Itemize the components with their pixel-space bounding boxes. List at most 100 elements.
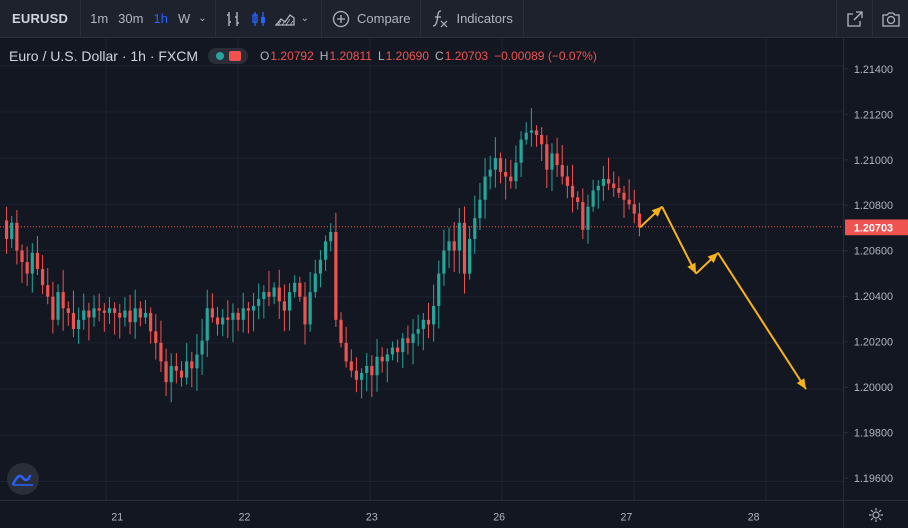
timeframe-w[interactable]: W <box>177 11 191 26</box>
candle <box>637 202 642 237</box>
candle <box>323 235 328 271</box>
candle <box>303 282 307 345</box>
candle-body <box>164 361 168 383</box>
projection-arrowhead <box>687 262 696 274</box>
candle <box>77 307 81 344</box>
candle <box>159 320 163 373</box>
tradingview-logo-icon <box>12 472 34 486</box>
candle-body <box>370 366 374 376</box>
candle <box>334 212 338 327</box>
y-tick-label: 1.21200 <box>854 109 893 121</box>
camera-icon[interactable] <box>872 0 908 38</box>
candle <box>617 176 621 198</box>
timeframe-30m[interactable]: 30m <box>118 11 144 26</box>
candle <box>504 158 508 200</box>
candle-body <box>313 273 317 293</box>
candle-body <box>293 282 297 293</box>
chevron-down-icon[interactable]: ⌄ <box>198 13 207 24</box>
price-axis[interactable]: 1.21400 1.21200 1.21000 1.20800 1.20600 1.204… <box>843 38 908 500</box>
candle <box>570 164 575 213</box>
candle-body <box>488 169 492 177</box>
candle-body <box>35 252 40 269</box>
projection-segment <box>661 206 697 275</box>
candle-body <box>71 312 76 330</box>
candle <box>87 302 91 341</box>
ohlc-open: O1.20792 <box>260 49 314 63</box>
candle <box>25 246 29 286</box>
candle-body <box>169 366 173 383</box>
area-chart-icon[interactable] <box>272 0 298 38</box>
candle <box>555 137 559 177</box>
bar-chart-icon[interactable] <box>220 0 246 38</box>
y-tick-label: 1.19800 <box>854 428 893 440</box>
candle <box>514 145 518 189</box>
candle-body <box>632 204 636 214</box>
candle-body <box>221 317 225 325</box>
candle-body <box>344 342 348 362</box>
candle <box>437 260 441 329</box>
candle <box>421 312 425 351</box>
candle-body <box>617 188 621 193</box>
candle <box>236 308 240 332</box>
snapshot-share-icon[interactable] <box>836 0 872 38</box>
time-axis[interactable]: 21 22 23 26 27 28 <box>0 500 843 528</box>
candle-body <box>596 185 600 191</box>
candle-body <box>390 347 395 355</box>
candle-body <box>92 308 96 318</box>
compare-button[interactable]: Compare <box>322 0 420 38</box>
candle-body <box>540 135 544 145</box>
candle-body <box>318 259 323 274</box>
candle <box>71 290 76 338</box>
candle-body <box>251 305 256 311</box>
toolbar-right-group <box>836 0 908 38</box>
candle-body <box>143 312 148 318</box>
candle <box>406 325 410 355</box>
candle-body <box>591 190 595 207</box>
candle <box>221 308 225 337</box>
candle <box>15 209 19 265</box>
candle-body <box>437 273 441 306</box>
candle-body <box>246 308 250 311</box>
compare-label: Compare <box>357 11 411 26</box>
candle-body <box>51 296 55 320</box>
timeframe-1m[interactable]: 1m <box>90 11 109 26</box>
candle <box>432 284 436 342</box>
candle-body <box>257 299 261 306</box>
candle-body <box>272 287 276 297</box>
candle <box>215 306 220 336</box>
candle <box>560 145 564 185</box>
legend-title: Euro / U.S. Dollar · 1h · FXCM <box>9 48 199 64</box>
y-tick-label: 1.20200 <box>854 337 893 349</box>
axis-settings-button[interactable] <box>843 500 908 528</box>
candle <box>128 294 132 335</box>
candle <box>468 226 472 280</box>
tradingview-logo[interactable] <box>7 463 39 495</box>
candle-body <box>401 338 405 353</box>
candle-body <box>231 312 235 320</box>
candle-body <box>478 199 482 219</box>
price-chart[interactable] <box>0 38 843 500</box>
candle-body <box>298 282 302 297</box>
x-tick-label: 27 <box>621 511 633 523</box>
candle-body <box>107 308 112 313</box>
indicators-fx-icon <box>431 9 449 29</box>
candle-body <box>349 361 353 371</box>
timeframe-1h[interactable]: 1h <box>153 11 168 26</box>
ohlc-low: L1.20690 <box>377 49 430 63</box>
candle-body <box>396 347 400 353</box>
candle <box>627 179 631 210</box>
indicators-button[interactable]: Indicators <box>421 0 522 38</box>
candle-body <box>612 183 616 189</box>
candle-chart-icon[interactable] <box>246 0 272 38</box>
candle-body <box>179 370 184 378</box>
ohlc-change: −0.00089 (−0.07%) <box>494 49 597 63</box>
chevron-down-icon[interactable]: ⌄ <box>300 13 309 24</box>
candle <box>185 343 189 385</box>
symbol-search[interactable]: EURUSD <box>12 11 69 26</box>
candle-body <box>457 222 461 251</box>
candle <box>452 222 456 273</box>
visibility-toggle[interactable] <box>208 48 249 64</box>
y-tick-label: 1.20800 <box>854 200 893 212</box>
candle-body <box>20 250 24 263</box>
candle-body <box>550 153 554 170</box>
